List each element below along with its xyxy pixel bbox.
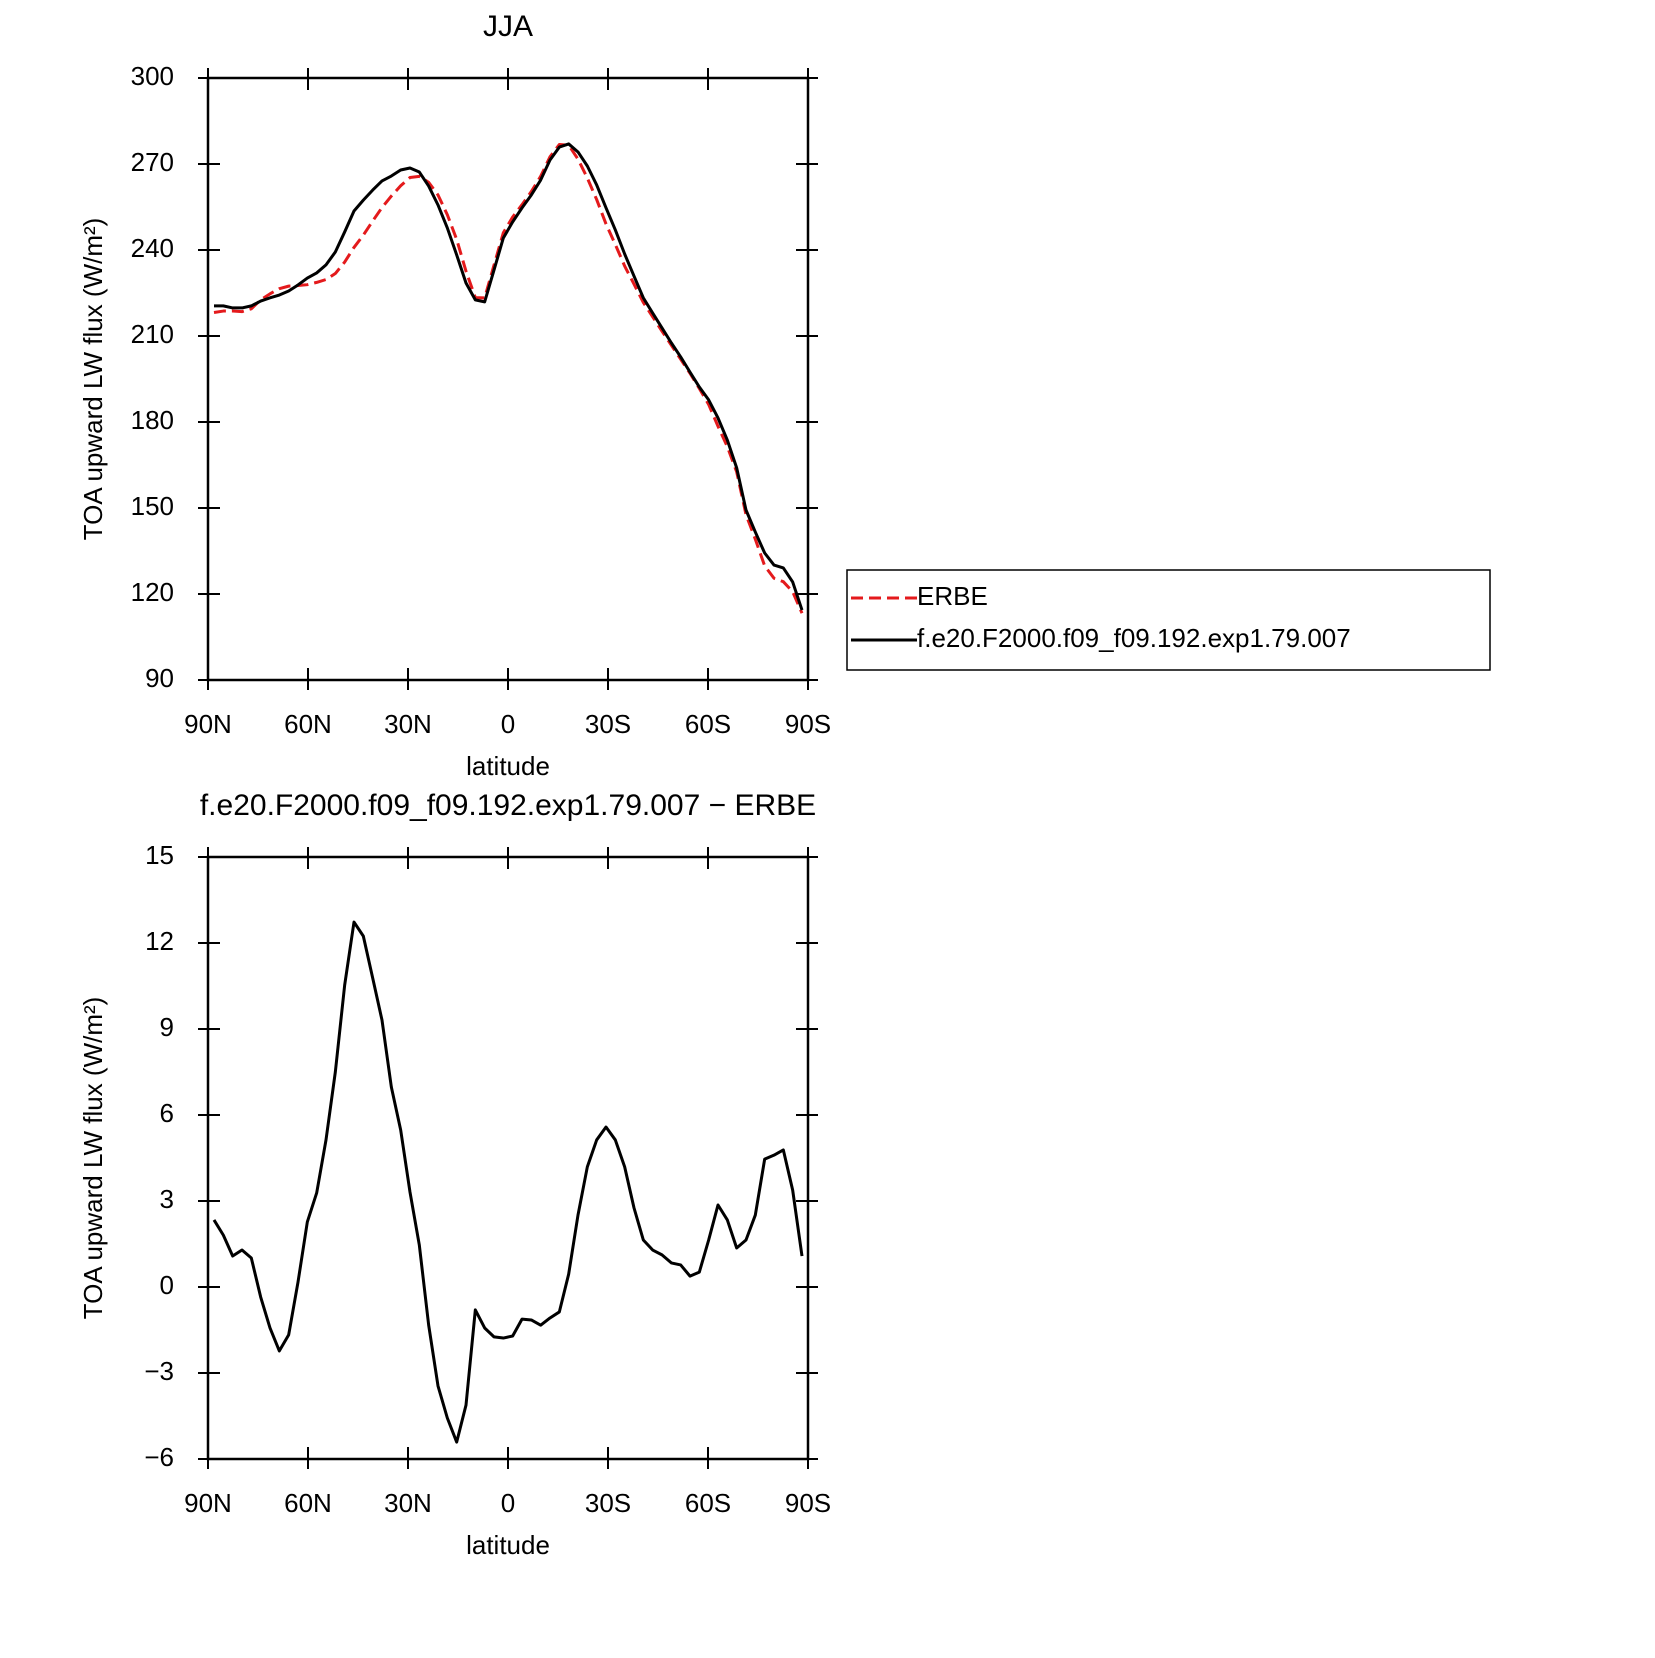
y-tick-label: 6 (160, 1098, 174, 1128)
y-tick-label: 9 (160, 1012, 174, 1042)
series-line (214, 142, 804, 611)
x-tick-label: 90S (785, 1488, 831, 1518)
y-tick-label: −6 (144, 1442, 174, 1472)
y-tick-label: 3 (160, 1184, 174, 1214)
x-tick-label: 30N (384, 709, 432, 739)
y-tick-label: 180 (131, 405, 174, 435)
y-tick-label: 0 (160, 1270, 174, 1300)
series-line (212, 920, 804, 1444)
y-tick-label: 300 (131, 61, 174, 91)
plot-frame (206, 76, 810, 682)
y-tick-label: 15 (145, 840, 174, 870)
x-axis-label: latitude (466, 1530, 550, 1560)
x-tick-label: 0 (501, 1488, 515, 1518)
x-tick-label: 30N (384, 1488, 432, 1518)
x-tick-label: 30S (585, 1488, 631, 1518)
x-tick-label: 60S (685, 1488, 731, 1518)
x-tick-label: 30S (585, 709, 631, 739)
legend-box (846, 569, 1491, 671)
x-tick-label: 90N (184, 1488, 232, 1518)
legend-label: f.e20.F2000.f09_f09.192.exp1.79.007 (917, 623, 1351, 653)
x-tick-label: 0 (501, 709, 515, 739)
plot-frame (206, 855, 810, 1461)
legend: ERBE f.e20.F2000.f09_f09.192.exp1.79.007 (846, 569, 1491, 671)
y-axis-label: TOA upward LW flux (W/m²) (78, 997, 108, 1320)
x-tick-label: 90S (785, 709, 831, 739)
chart-title: f.e20.F2000.f09_f09.192.exp1.79.007 − ER… (200, 789, 816, 822)
y-tick-label: 150 (131, 491, 174, 521)
y-tick-label: 270 (131, 147, 174, 177)
y-tick-label: −3 (144, 1356, 174, 1386)
legend-label: ERBE (917, 581, 988, 611)
y-tick-label: 90 (145, 663, 174, 693)
y-tick-label: 120 (131, 577, 174, 607)
chart-title: JJA (483, 10, 533, 43)
x-tick-label: 60N (284, 1488, 332, 1518)
y-tick-label: 12 (145, 926, 174, 956)
x-axis-label: latitude (466, 751, 550, 781)
y-tick-label: 240 (131, 233, 174, 263)
x-tick-label: 60S (685, 709, 731, 739)
x-tick-label: 90N (184, 709, 232, 739)
series-line (213, 143, 804, 614)
y-tick-label: 210 (131, 319, 174, 349)
y-axis-label: TOA upward LW flux (W/m²) (78, 218, 108, 541)
x-tick-label: 60N (284, 709, 332, 739)
